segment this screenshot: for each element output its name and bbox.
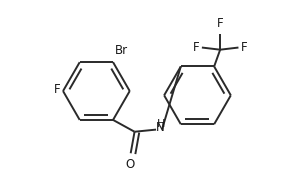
Text: H: H: [157, 119, 165, 129]
Text: F: F: [193, 41, 200, 54]
Text: O: O: [125, 158, 134, 171]
Text: F: F: [241, 41, 247, 54]
Text: F: F: [54, 83, 61, 96]
Text: N: N: [156, 121, 164, 133]
Text: Br: Br: [115, 44, 128, 57]
Text: F: F: [217, 17, 223, 30]
